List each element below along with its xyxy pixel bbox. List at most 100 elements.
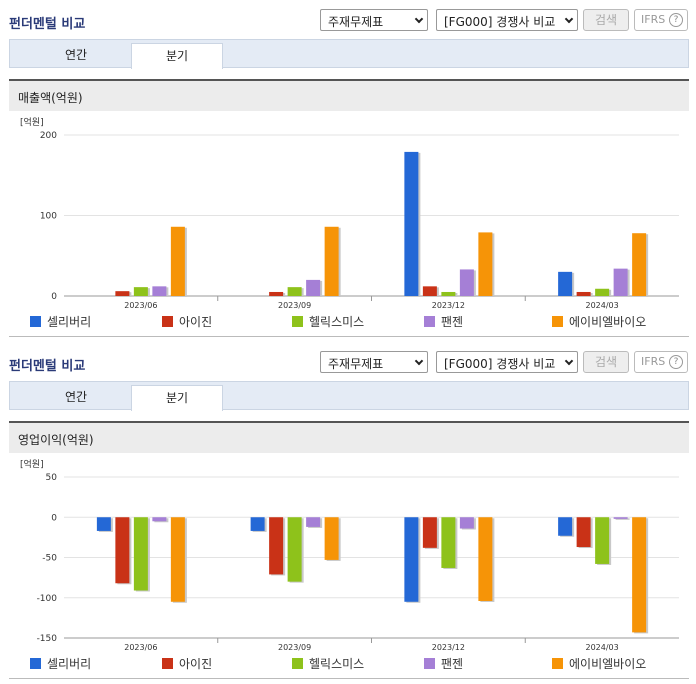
legend-label: 팬젠 <box>441 315 464 329</box>
statement-select[interactable]: 주재무제표 <box>320 9 428 31</box>
y-tick-label: 100 <box>40 212 57 222</box>
legend-label: 에이비엘바이오 <box>569 315 647 329</box>
y-tick-label: 200 <box>40 131 57 141</box>
chevron-down-icon <box>564 14 574 24</box>
x-tick-label: 2023/09 <box>278 301 311 310</box>
bar <box>152 286 167 296</box>
peer-select-value: [FG000] 경쟁사 비교 <box>444 357 556 371</box>
bar <box>576 291 591 296</box>
bar <box>595 288 610 296</box>
chart-legend: 셀리버리 아이진 헬릭스미스 팬젠 에이비엘바이오 <box>30 313 690 331</box>
bar <box>404 517 419 602</box>
bar <box>422 517 437 548</box>
legend-item[interactable]: 헬릭스미스 <box>292 655 364 672</box>
bar-shadow <box>615 518 630 520</box>
unit-label: [억원] <box>20 116 44 128</box>
tab-quarterly[interactable]: 분기 <box>131 43 223 69</box>
bar <box>558 517 573 536</box>
legend-label: 아이진 <box>179 315 213 329</box>
legend-item[interactable]: 팬젠 <box>424 313 463 330</box>
bar <box>133 517 148 591</box>
legend-item[interactable]: 팬젠 <box>424 655 463 672</box>
help-icon[interactable]: ? <box>669 355 683 369</box>
legend-swatch <box>552 658 563 669</box>
panel-header: 펀더멘털 비교 주재무제표 [FG000] 경쟁사 비교 검색 IFRS? <box>0 0 696 38</box>
chevron-down-icon <box>414 356 424 366</box>
y-tick-label: -150 <box>37 634 58 644</box>
ifrs-label: IFRS <box>641 355 666 368</box>
search-button[interactable]: 검색 <box>583 351 629 373</box>
bar <box>595 517 610 564</box>
bar <box>170 517 185 602</box>
peer-select[interactable]: [FG000] 경쟁사 비교 <box>436 9 578 31</box>
bar <box>306 517 321 527</box>
bar <box>459 517 474 529</box>
bar <box>632 517 647 633</box>
bar <box>115 517 130 584</box>
tab-quarterly[interactable]: 분기 <box>131 385 223 411</box>
legend-label: 에이비엘바이오 <box>569 657 647 671</box>
y-tick-label: -100 <box>37 594 58 604</box>
bar <box>422 286 437 296</box>
legend-item[interactable]: 아이진 <box>162 655 212 672</box>
unit-label: [억원] <box>20 458 44 470</box>
peer-select[interactable]: [FG000] 경쟁사 비교 <box>436 351 578 373</box>
chevron-down-icon <box>564 356 574 366</box>
legend-item[interactable]: 아이진 <box>162 313 212 330</box>
bar <box>115 291 130 296</box>
tab-annual[interactable]: 연간 <box>64 48 88 62</box>
bar <box>632 233 647 296</box>
bar <box>96 517 111 531</box>
legend-item[interactable]: 에이비엘바이오 <box>552 313 646 330</box>
legend-item[interactable]: 에이비엘바이오 <box>552 655 646 672</box>
statement-select-value: 주재무제표 <box>328 357 384 371</box>
bar <box>250 517 265 531</box>
panel-title: 펀더멘털 비교 <box>9 17 86 32</box>
revenue-chart: [억원] 0 100 200 2023/06 2023/09 2023/12 2024/03 <box>20 116 679 310</box>
x-tick-label: 2023/06 <box>124 301 157 310</box>
ifrs-button[interactable]: IFRS? <box>634 9 688 31</box>
legend-label: 아이진 <box>179 657 213 671</box>
bar <box>269 517 284 575</box>
legend-label: 헬릭스미스 <box>309 315 365 329</box>
ifrs-label: IFRS <box>641 13 666 26</box>
tab-annual[interactable]: 연간 <box>64 390 88 404</box>
bar <box>459 269 474 296</box>
legend-label: 팬젠 <box>441 657 464 671</box>
section-title: 매출액(억원) <box>9 79 689 111</box>
legend-swatch <box>424 658 435 669</box>
fundamental-panel-operating-profit: 펀더멘털 비교 주재무제표 [FG000] 경쟁사 비교 검색 IFRS? 연간… <box>0 342 696 684</box>
legend-label: 셀리버리 <box>47 315 92 329</box>
legend-item[interactable]: 셀리버리 <box>30 313 91 330</box>
bar <box>269 291 284 296</box>
bar <box>152 517 167 522</box>
y-tick-label: 0 <box>51 513 57 523</box>
legend-item[interactable]: 셀리버리 <box>30 655 91 672</box>
bar <box>613 517 628 519</box>
help-icon[interactable]: ? <box>669 13 683 27</box>
chart-legend: 셀리버리 아이진 헬릭스미스 팬젠 에이비엘바이오 <box>30 655 690 673</box>
divider <box>9 336 689 337</box>
panel-header: 펀더멘털 비교 주재무제표 [FG000] 경쟁사 비교 검색 IFRS? <box>0 342 696 380</box>
bar <box>478 232 493 296</box>
statement-select[interactable]: 주재무제표 <box>320 351 428 373</box>
x-tick-label: 2024/03 <box>586 301 619 310</box>
period-tabs: 연간 분기 <box>9 381 689 411</box>
bar <box>613 268 628 296</box>
bar <box>404 151 419 296</box>
bar <box>441 517 456 568</box>
bar <box>306 279 321 296</box>
panel-title: 펀더멘털 비교 <box>9 359 86 374</box>
y-tick-label: 50 <box>46 473 58 483</box>
legend-swatch <box>552 316 563 327</box>
legend-item[interactable]: 헬릭스미스 <box>292 313 364 330</box>
legend-swatch <box>292 658 303 669</box>
legend-swatch <box>30 316 41 327</box>
bar <box>287 517 302 582</box>
ifrs-button[interactable]: IFRS? <box>634 351 688 373</box>
bar <box>133 287 148 296</box>
x-tick-label: 2023/06 <box>124 643 157 652</box>
search-button[interactable]: 검색 <box>583 9 629 31</box>
legend-swatch <box>292 316 303 327</box>
statement-select-value: 주재무제표 <box>328 15 384 29</box>
